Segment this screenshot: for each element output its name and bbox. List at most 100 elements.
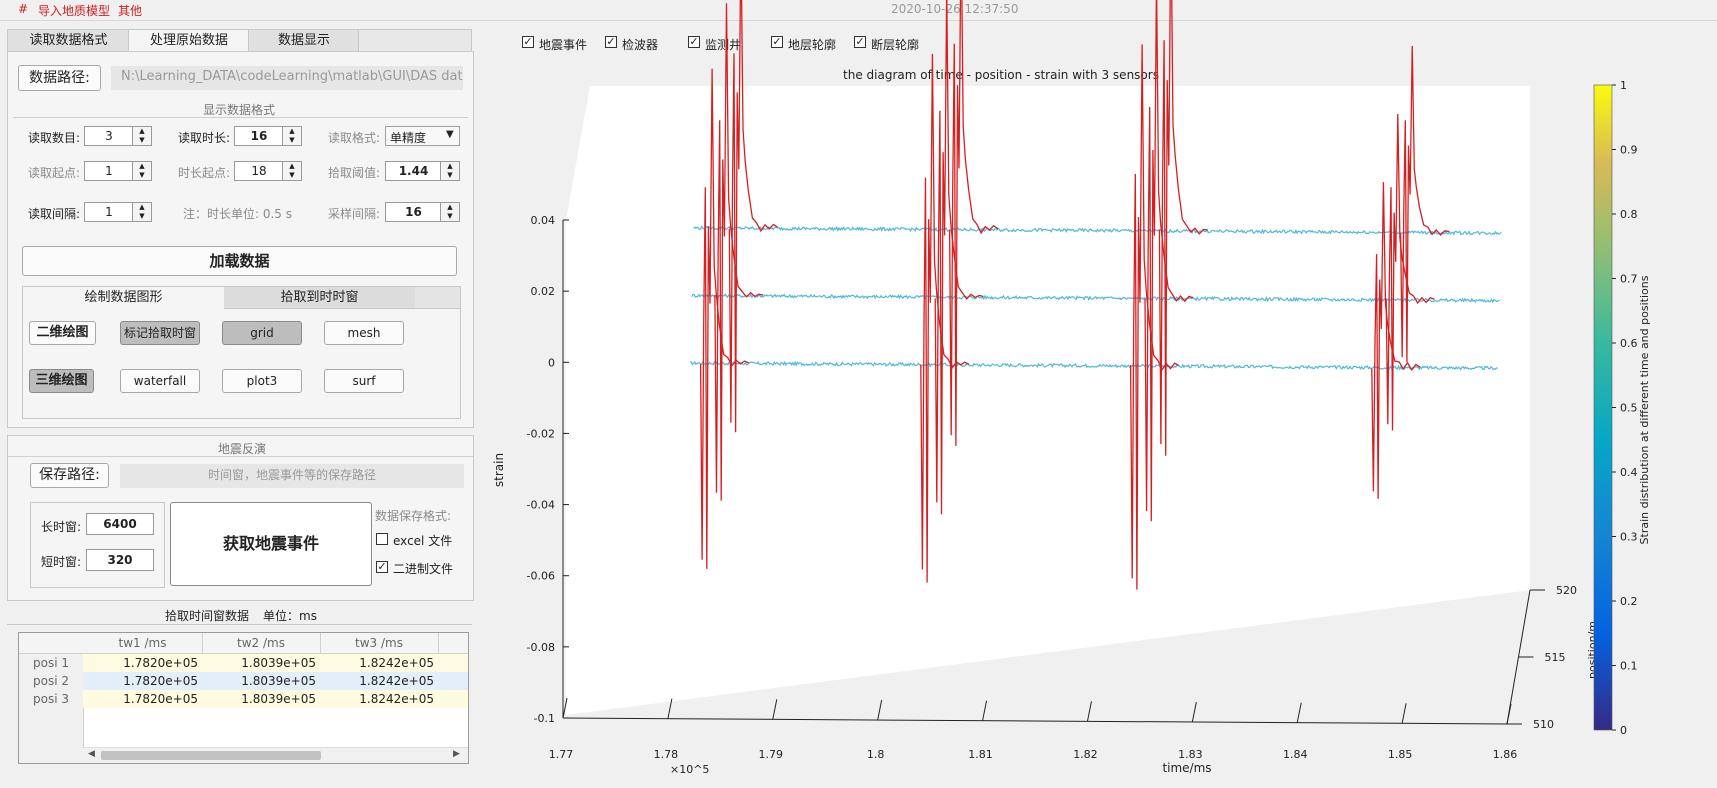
read-duration-spinner[interactable]: 16 ▲ ▼ xyxy=(234,126,302,146)
layer-checkbox-geophones[interactable]: ✓ xyxy=(605,35,617,48)
binary-label: 二进制文件 xyxy=(393,562,454,576)
table-cell[interactable]: 1.7820e+05 xyxy=(123,692,198,706)
mesh-button[interactable]: mesh xyxy=(324,321,404,345)
menu-import-model[interactable]: 导入地质模型 xyxy=(38,4,111,18)
tab-process-raw[interactable]: 处理原始数据 xyxy=(128,29,250,53)
read-count-value[interactable]: 3 xyxy=(105,129,113,143)
excel-checkbox[interactable] xyxy=(376,533,388,545)
plot3d-button[interactable]: 三维绘图 xyxy=(29,369,94,393)
colorbar xyxy=(1593,84,1613,731)
grid-button[interactable]: grid xyxy=(222,321,302,345)
table-cell[interactable]: 1.7820e+05 xyxy=(123,674,198,688)
y-tick-label: -0.06 xyxy=(527,570,555,583)
table-row[interactable]: posi 2 1.7820e+05 1.8039e+05 1.8242e+05 xyxy=(19,672,468,690)
read-duration-value[interactable]: 16 xyxy=(250,129,268,143)
tab-pick-windows[interactable]: 拾取到时时窗 xyxy=(224,287,415,309)
duration-start-value[interactable]: 18 xyxy=(251,164,267,178)
layer-checkbox-events[interactable]: ✓ xyxy=(522,35,534,48)
colorbar-tick-label: 0.5 xyxy=(1620,402,1638,415)
x-tick xyxy=(1401,703,1407,724)
x-tick-label: 1.78 xyxy=(654,748,679,761)
long-window-input[interactable]: 6400 xyxy=(86,513,154,535)
x-tick xyxy=(877,699,883,721)
scroll-left-icon[interactable]: ◀ xyxy=(88,749,95,759)
spinner-down-icon[interactable]: ▼ xyxy=(132,212,151,221)
surf-button[interactable]: surf xyxy=(324,369,404,393)
excel-label: excel 文件 xyxy=(393,534,453,548)
event-spike-line xyxy=(948,0,999,446)
layer-checkbox-strata[interactable]: ✓ xyxy=(771,35,783,48)
duration-start-label: 时长起点: xyxy=(178,166,231,180)
column-header-tw3[interactable]: tw3 /ms xyxy=(320,633,439,653)
read-count-spinner[interactable]: 3 ▲ ▼ xyxy=(84,126,152,146)
data-path-field[interactable]: N:\Learning_DATA\codeLearning\matlab\GUI… xyxy=(111,66,463,90)
binary-checkbox[interactable]: ✓ xyxy=(376,560,388,573)
layer-toggle-bar: ✓ 地震事件 ✓ 检波器 ✓ 监测井 ✓ 地层轮廓 ✓ 断层轮廓 xyxy=(522,36,942,52)
display-format-title: 显示数据格式 xyxy=(203,103,276,117)
spinner-down-icon[interactable]: ▼ xyxy=(132,136,151,145)
x-tick xyxy=(1191,701,1197,723)
column-header-tw2[interactable]: tw2 /ms xyxy=(202,633,321,653)
mark-window-button[interactable]: 标记拾取时窗 xyxy=(120,321,200,345)
read-interval-spinner[interactable]: 1 ▲ ▼ xyxy=(84,202,152,222)
pick-threshold-value[interactable]: 1.44 xyxy=(398,164,429,178)
tab-draw-plots[interactable]: 绘制数据图形 xyxy=(23,287,225,308)
load-data-button[interactable]: 加载数据 xyxy=(22,246,457,276)
x-tick-label: 1.83 xyxy=(1178,748,1203,761)
waterfall-button[interactable]: waterfall xyxy=(120,369,200,393)
table-row[interactable]: posi 3 1.7820e+05 1.8039e+05 1.8242e+05 xyxy=(19,690,468,708)
plot2d-button[interactable]: 二维绘图 xyxy=(29,321,96,345)
table-cell[interactable]: 1.8039e+05 xyxy=(241,656,316,670)
data-path-button[interactable]: 数据路径: xyxy=(18,65,101,91)
table-cell[interactable]: 1.8242e+05 xyxy=(359,656,434,670)
x-tick-label: 1.8 xyxy=(867,748,885,761)
event-spike-line xyxy=(1129,44,1180,590)
column-header-tw1[interactable]: tw1 /ms xyxy=(83,633,203,653)
y-tick-label: 0 xyxy=(548,356,555,369)
table-cell[interactable]: 1.7820e+05 xyxy=(123,656,198,670)
x-tick-label: 1.81 xyxy=(968,748,993,761)
x-tick-label: 1.86 xyxy=(1493,748,1518,761)
divider xyxy=(8,456,473,457)
duration-start-spinner[interactable]: 18 ▲ ▼ xyxy=(234,161,302,181)
save-path-field[interactable]: 时间窗，地震事件等的保存路径 xyxy=(120,464,464,488)
event-spike-line xyxy=(1399,45,1450,363)
spinner-down-icon[interactable]: ▼ xyxy=(132,171,151,180)
read-start-value[interactable]: 1 xyxy=(105,164,113,178)
colorbar-tick-label: 0.2 xyxy=(1620,595,1638,608)
spinner-down-icon[interactable]: ▼ xyxy=(282,171,301,180)
table-cell[interactable]: 1.8039e+05 xyxy=(241,692,316,706)
save-path-button[interactable]: 保存路径: xyxy=(30,463,109,488)
read-interval-value[interactable]: 1 xyxy=(105,205,113,219)
colorbar-label: Strain distribution at different time an… xyxy=(1638,275,1651,544)
sample-interval-value[interactable]: 16 xyxy=(405,205,422,219)
layer-checkbox-faults[interactable]: ✓ xyxy=(854,35,866,48)
menubar: # 导入地质模型 其他 2020-10-26 12:37:50 xyxy=(0,0,1717,21)
table-cell[interactable]: 1.8242e+05 xyxy=(359,674,434,688)
sample-interval-label: 采样间隔: xyxy=(328,207,381,221)
spinner-down-icon[interactable]: ▼ xyxy=(282,136,301,145)
plot3-button[interactable]: plot3 xyxy=(222,369,302,393)
pick-threshold-spinner[interactable]: 1.44 ▲ ▼ xyxy=(385,161,460,181)
scrollbar-thumb[interactable] xyxy=(101,751,321,760)
spinner-down-icon[interactable]: ▼ xyxy=(440,212,459,221)
x-tick-label: 1.77 xyxy=(549,748,574,761)
table-cell[interactable]: 1.8039e+05 xyxy=(241,674,316,688)
layer-checkbox-wells[interactable]: ✓ xyxy=(688,35,700,48)
get-events-button[interactable]: 获取地震事件 xyxy=(170,502,372,586)
layer-label-events: 地震事件 xyxy=(539,38,588,52)
scroll-right-icon[interactable]: ▶ xyxy=(453,749,460,759)
sample-interval-spinner[interactable]: 16 ▲ ▼ xyxy=(385,202,460,222)
spinner-down-icon[interactable]: ▼ xyxy=(440,171,459,180)
pick-table[interactable]: tw1 /ms tw2 /ms tw3 /ms posi 1 1.7820e+0… xyxy=(18,632,469,764)
pick-table-unit: 单位：ms xyxy=(263,609,317,623)
menu-other[interactable]: 其他 xyxy=(118,4,143,18)
read-start-spinner[interactable]: 1 ▲ ▼ xyxy=(84,161,152,181)
table-cell[interactable]: 1.8242e+05 xyxy=(359,692,434,706)
read-format-select[interactable]: 单精度 ▼ xyxy=(385,126,460,146)
z-tick-label: 515 xyxy=(1545,651,1566,664)
table-row[interactable]: posi 1 1.7820e+05 1.8039e+05 1.8242e+05 xyxy=(19,654,468,672)
short-window-input[interactable]: 320 xyxy=(86,549,154,571)
horizontal-scrollbar[interactable]: ◀ ▶ xyxy=(83,747,468,763)
